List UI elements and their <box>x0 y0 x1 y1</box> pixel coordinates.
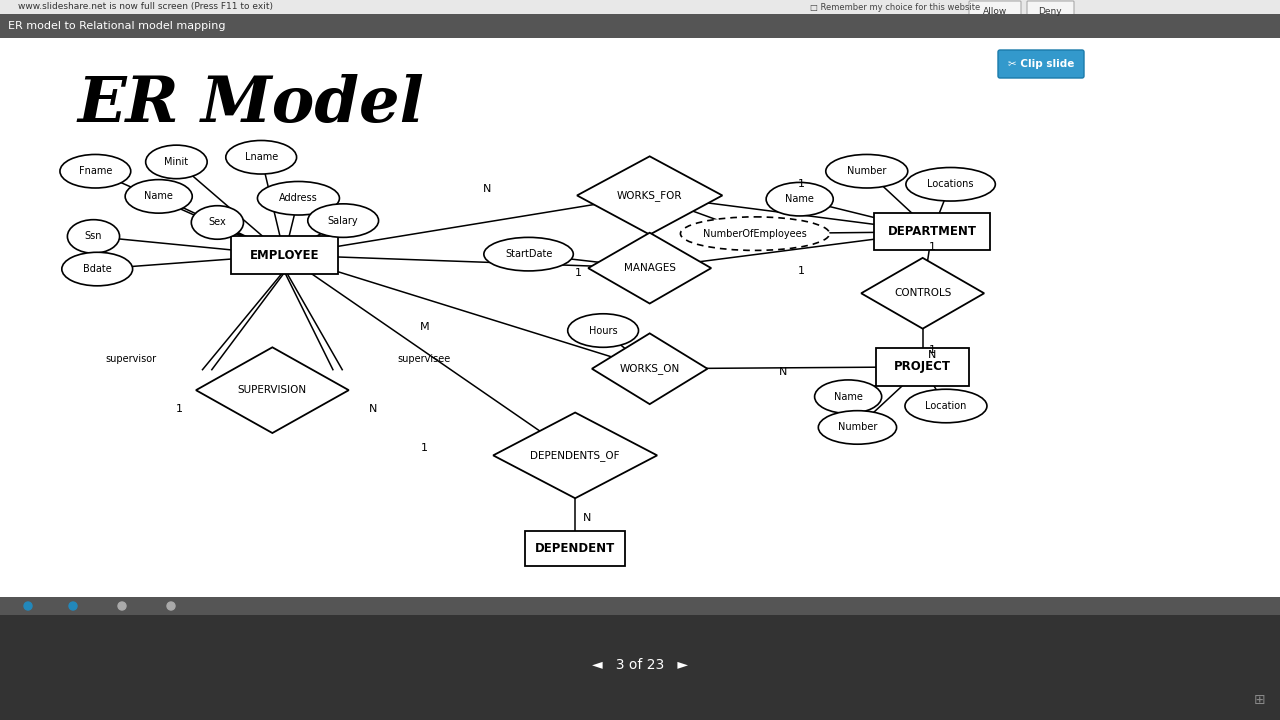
Text: ⊞: ⊞ <box>1253 693 1265 707</box>
Circle shape <box>166 602 175 610</box>
Text: N: N <box>778 366 787 377</box>
Circle shape <box>118 602 125 610</box>
Circle shape <box>69 602 77 610</box>
Polygon shape <box>591 333 708 404</box>
Circle shape <box>24 602 32 610</box>
Text: □ Remember my choice for this website: □ Remember my choice for this website <box>810 2 980 12</box>
Bar <box>874 213 991 251</box>
Text: Salary: Salary <box>328 215 358 225</box>
Ellipse shape <box>257 181 339 215</box>
Polygon shape <box>589 233 712 304</box>
Polygon shape <box>861 258 984 328</box>
Text: Ssn: Ssn <box>84 231 102 241</box>
Text: Name: Name <box>145 192 173 202</box>
Polygon shape <box>577 156 722 235</box>
Text: Fname: Fname <box>78 166 113 176</box>
Text: Deny: Deny <box>1038 7 1062 17</box>
Polygon shape <box>196 347 348 433</box>
Text: MANAGES: MANAGES <box>623 263 676 273</box>
Text: Sex: Sex <box>209 217 227 228</box>
Ellipse shape <box>60 155 131 188</box>
Text: 1: 1 <box>175 404 183 414</box>
Ellipse shape <box>61 252 133 286</box>
Bar <box>0 14 1280 38</box>
Ellipse shape <box>568 314 639 347</box>
Text: N: N <box>483 184 490 194</box>
Text: DEPENDENT: DEPENDENT <box>535 542 616 555</box>
Ellipse shape <box>905 390 987 423</box>
Ellipse shape <box>681 217 829 251</box>
Bar <box>0 0 1280 14</box>
Text: CONTROLS: CONTROLS <box>893 288 951 298</box>
Ellipse shape <box>146 145 207 179</box>
Text: WORKS_FOR: WORKS_FOR <box>617 190 682 201</box>
Text: PROJECT: PROJECT <box>895 361 951 374</box>
Ellipse shape <box>484 238 573 271</box>
Text: N: N <box>369 404 378 414</box>
Bar <box>230 236 338 274</box>
Text: DEPENDENTS_OF: DEPENDENTS_OF <box>530 450 620 461</box>
Ellipse shape <box>767 182 833 216</box>
Text: supervisee: supervisee <box>398 354 451 364</box>
Text: 1: 1 <box>421 443 428 453</box>
Text: ER Model: ER Model <box>78 74 425 136</box>
Text: M: M <box>420 322 429 332</box>
Text: Number: Number <box>838 423 877 433</box>
Bar <box>876 348 969 385</box>
Ellipse shape <box>906 168 996 201</box>
Text: N: N <box>928 350 936 360</box>
Text: supervisor: supervisor <box>105 354 156 364</box>
Text: Allow: Allow <box>983 7 1007 17</box>
Text: SUPERVISION: SUPERVISION <box>238 385 307 395</box>
Text: 1: 1 <box>797 179 805 189</box>
Ellipse shape <box>826 155 908 188</box>
Ellipse shape <box>225 140 297 174</box>
FancyBboxPatch shape <box>998 50 1084 78</box>
Text: Hours: Hours <box>589 325 617 336</box>
Text: 1: 1 <box>575 268 581 278</box>
Text: ER model to Relational model mapping: ER model to Relational model mapping <box>8 21 225 31</box>
Ellipse shape <box>818 410 896 444</box>
Text: DEPARTMENT: DEPARTMENT <box>887 225 977 238</box>
Text: www.slideshare.net is now full screen (Press F11 to exit): www.slideshare.net is now full screen (P… <box>18 2 273 12</box>
Text: 1: 1 <box>928 242 936 252</box>
Ellipse shape <box>68 220 119 253</box>
Text: Name: Name <box>785 194 814 204</box>
Text: NumberOfEmployees: NumberOfEmployees <box>703 229 806 238</box>
Ellipse shape <box>814 380 882 413</box>
Text: N: N <box>584 513 591 523</box>
Text: ◄   3 of 23   ►: ◄ 3 of 23 ► <box>591 658 689 672</box>
Text: 1: 1 <box>928 345 936 355</box>
Text: Minit: Minit <box>164 157 188 167</box>
Text: Locations: Locations <box>928 179 974 189</box>
Text: Bdate: Bdate <box>83 264 111 274</box>
Ellipse shape <box>307 204 379 238</box>
Text: EMPLOYEE: EMPLOYEE <box>250 248 319 261</box>
FancyBboxPatch shape <box>969 1 1021 23</box>
FancyBboxPatch shape <box>1027 1 1074 23</box>
Ellipse shape <box>191 206 243 239</box>
Text: Name: Name <box>833 392 863 402</box>
Text: Location: Location <box>925 401 966 411</box>
Polygon shape <box>493 413 657 498</box>
Text: 1: 1 <box>797 266 805 276</box>
Ellipse shape <box>125 179 192 213</box>
Bar <box>0 615 1280 720</box>
Text: StartDate: StartDate <box>504 249 552 259</box>
Bar <box>525 531 626 566</box>
Text: Lname: Lname <box>244 152 278 162</box>
Text: ✂ Clip slide: ✂ Clip slide <box>1007 59 1074 69</box>
Text: WORKS_ON: WORKS_ON <box>620 364 680 374</box>
Text: Number: Number <box>847 166 887 176</box>
Text: Address: Address <box>279 193 317 203</box>
Bar <box>0 597 1280 615</box>
